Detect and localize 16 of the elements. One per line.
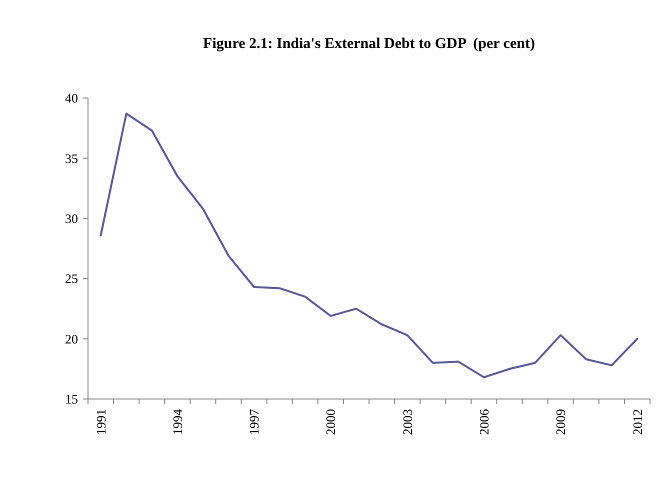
x-tick-label: 2006 <box>476 408 492 435</box>
y-tick-label: 20 <box>65 331 78 346</box>
y-tick-label: 25 <box>65 271 78 286</box>
x-tick-label: 1991 <box>93 409 108 435</box>
y-tick-label: 30 <box>65 210 78 226</box>
y-tick-label: 35 <box>65 150 78 166</box>
chart-title: Figure 2.1: India's External Debt to GDP (per cent) <box>203 36 535 52</box>
x-tick-label: 2012 <box>630 409 645 435</box>
x-tick-label: 1997 <box>246 408 262 435</box>
line-series <box>100 112 638 378</box>
x-tick-label: 2000 <box>323 409 338 435</box>
x-tick-label: 2009 <box>553 409 568 435</box>
x-tick-label: 1994 <box>170 408 185 435</box>
x-tick-label: 2003 <box>400 409 415 435</box>
y-tick-label: 40 <box>65 90 78 106</box>
y-tick-label: 15 <box>65 392 78 407</box>
